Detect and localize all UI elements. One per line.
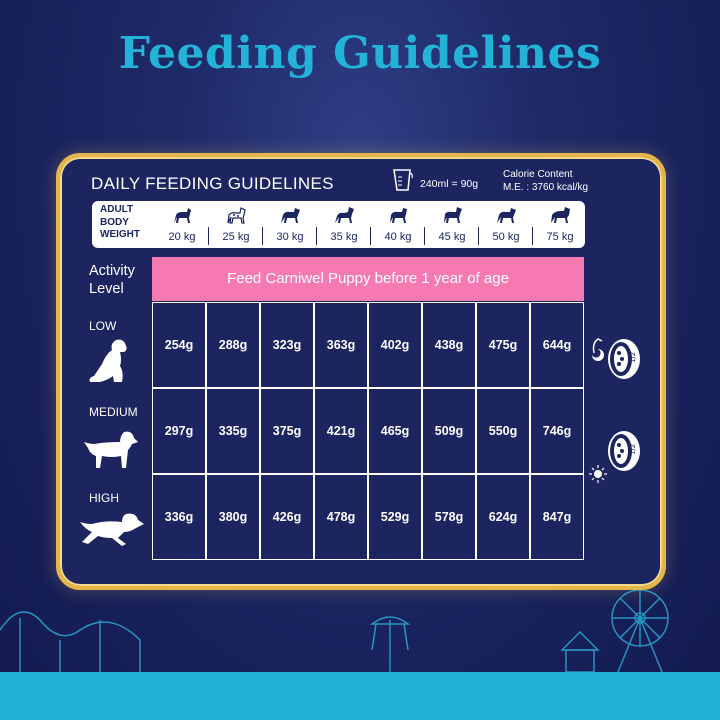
dog-icon [227, 207, 246, 224]
grid-cell: 624g [476, 474, 530, 560]
grid-cell: 475g [476, 302, 530, 388]
divider [370, 227, 371, 245]
weight-cell-40: 40 kg [371, 203, 425, 245]
divider [316, 227, 317, 245]
activity-level-label: Activity Level [89, 263, 135, 297]
calorie-content: Calorie Content M.E. : 3760 kcal/kg [503, 168, 588, 194]
weight-cell-25: 25 kg [209, 203, 263, 245]
level-label-low: LOW [89, 319, 117, 333]
grid-cell: 578g [422, 474, 476, 560]
grid-cell: 426g [260, 474, 314, 560]
dog-icon [497, 208, 516, 223]
fraction-label: 1/2 [629, 352, 637, 363]
grid-cell: 478g [314, 474, 368, 560]
grid-cell: 509g [422, 388, 476, 474]
bowl-half-full-icon: 1/2 [589, 431, 640, 483]
grid-cell: 363g [314, 302, 368, 388]
divider [532, 227, 533, 245]
puppy-banner: Feed Carniwel Puppy before 1 year of age [152, 257, 584, 301]
grid-cell: 644g [530, 302, 584, 388]
level-label-medium: MEDIUM [89, 405, 138, 419]
measuring-cup-icon [393, 169, 413, 191]
footer-band [0, 672, 720, 720]
grid-cell: 847g [530, 474, 584, 560]
grid-cell: 297g [152, 388, 206, 474]
dog-icon [174, 208, 191, 223]
weight-cell-30: 30 kg [263, 203, 317, 245]
grid-cell: 323g [260, 302, 314, 388]
grid-cell: 465g [368, 388, 422, 474]
cup-conversion: 240ml = 90g [420, 178, 479, 190]
calorie-value: M.E. : 3760 kcal/kg [503, 182, 589, 193]
weight-cell-35: 35 kg [317, 203, 371, 245]
grid-cell: 438g [422, 302, 476, 388]
dog-icon [551, 207, 570, 223]
weight-label: ADULT BODY WEIGHT [100, 204, 140, 240]
divider [424, 227, 425, 245]
dog-icon [335, 207, 354, 223]
weight-cell-45: 45 kg [425, 203, 479, 245]
dog-icon [390, 208, 407, 223]
grid-cell: 254g [152, 302, 206, 388]
level-label-high: HIGH [89, 491, 119, 505]
calorie-label: Calorie Content [503, 169, 573, 180]
divider [478, 227, 479, 245]
sitting-dog-icon [89, 339, 127, 382]
grid-cell: 402g [368, 302, 422, 388]
weight-cell-20: 20 kg [155, 203, 209, 245]
running-dog-icon [80, 513, 144, 546]
grid-cell: 550g [476, 388, 530, 474]
grid-cell: 529g [368, 474, 422, 560]
standing-dog-icon [84, 431, 138, 468]
divider [208, 227, 209, 245]
weight-bar [92, 201, 585, 248]
divider [262, 227, 263, 245]
amusement-park-skyline [0, 590, 669, 673]
grid-cell: 375g [260, 388, 314, 474]
grid-cell: 288g [206, 302, 260, 388]
dog-icon [281, 208, 300, 223]
card-heading: DAILY FEEDING GUIDELINES [91, 174, 334, 193]
weight-cell-50: 50 kg [479, 203, 533, 245]
grid-cell: 380g [206, 474, 260, 560]
grid-cell: 746g [530, 388, 584, 474]
grid-cell: 335g [206, 388, 260, 474]
fraction-label: 1/2 [629, 444, 637, 455]
page-title: Feeding Guidelines [118, 28, 602, 79]
grid-cell: 336g [152, 474, 206, 560]
sun-icon [594, 470, 602, 478]
weight-cell-75: 75 kg [533, 203, 587, 245]
grid-cell: 421g [314, 388, 368, 474]
dog-icon [444, 207, 462, 223]
bowl-half-full-icon: 1/2 [592, 338, 640, 379]
